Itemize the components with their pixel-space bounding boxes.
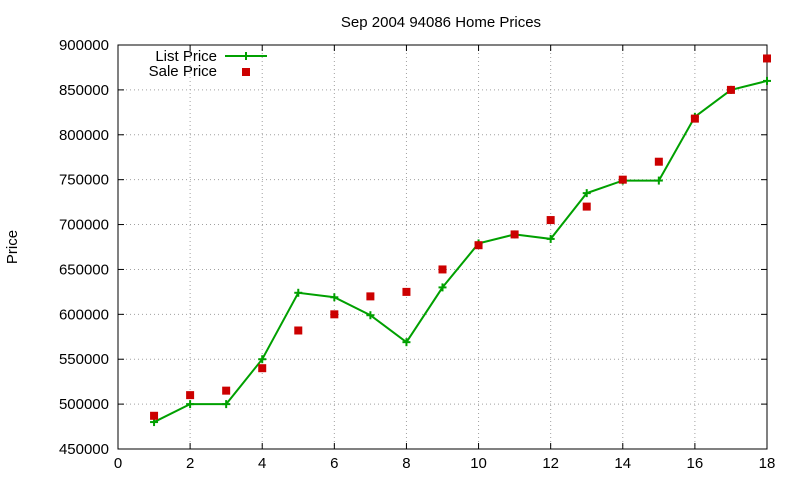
- x-tick-label: 4: [258, 455, 266, 472]
- plot-frame: [117, 44, 768, 450]
- x-tick-label: 8: [402, 455, 410, 472]
- sale-price-point: [582, 202, 591, 211]
- y-tick-label: 900000: [59, 37, 109, 54]
- ticks-layer: 0 2 4 6 8 10 12 14 16 18 450000 500000 550000 600000 6…: [59, 37, 775, 472]
- legend-label-list-price: List Price: [155, 48, 217, 65]
- list-price-point: [330, 293, 339, 302]
- chart-title: Sep 2004 94086 Home Prices: [341, 14, 541, 31]
- x-tick-label: 14: [614, 455, 631, 472]
- series-list-price: [150, 76, 771, 427]
- y-tick-label: 500000: [59, 396, 109, 413]
- sale-price-point: [510, 230, 519, 239]
- list-price-point: [186, 400, 195, 409]
- list-price-point: [654, 176, 663, 185]
- x-tick-label: 18: [759, 455, 776, 472]
- y-tick-label: 850000: [59, 82, 109, 99]
- x-tick-label: 6: [330, 455, 338, 472]
- list-price-line: [153, 79, 768, 423]
- sale-price-point: [222, 386, 231, 395]
- y-tick-label: 650000: [59, 261, 109, 278]
- list-price-point: [258, 355, 267, 364]
- sale-price-point: [150, 411, 159, 420]
- legend-swatch-sale-price: [242, 68, 250, 76]
- sale-price-point: [763, 54, 771, 63]
- sale-price-point: [366, 292, 375, 301]
- y-axis-label: Price: [4, 230, 21, 264]
- x-tick-label: 10: [470, 455, 487, 472]
- series-sale-price: [150, 54, 771, 420]
- sale-price-point: [690, 114, 699, 123]
- series-layer: [150, 54, 771, 427]
- x-tick-label: 2: [186, 455, 194, 472]
- y-tick-label: 800000: [59, 127, 109, 144]
- legend-label-sale-price: Sale Price: [149, 63, 217, 80]
- sale-price-point: [258, 364, 267, 373]
- x-tick-label: 16: [687, 455, 704, 472]
- y-tick-label: 750000: [59, 172, 109, 189]
- y-tick-label: 450000: [59, 441, 109, 458]
- sale-price-point: [294, 326, 303, 335]
- sale-price-point: [618, 175, 627, 184]
- grid-layer: [118, 45, 767, 449]
- sale-price-point: [474, 241, 483, 250]
- sale-price-point: [330, 310, 339, 319]
- list-price-point: [582, 189, 591, 198]
- sale-price-point: [186, 391, 195, 400]
- sale-price-point: [726, 85, 735, 94]
- list-price-point: [402, 338, 411, 347]
- sale-price-point: [546, 216, 555, 225]
- x-tick-label: 12: [542, 455, 559, 472]
- list-price-point: [222, 400, 231, 409]
- list-price-point: [438, 283, 447, 292]
- y-tick-label: 700000: [59, 217, 109, 234]
- y-tick-label: 600000: [59, 306, 109, 323]
- sale-price-point: [654, 157, 663, 166]
- sale-price-point: [438, 265, 447, 274]
- x-tick-label: 0: [114, 455, 122, 472]
- sale-price-point: [402, 287, 411, 296]
- list-price-point: [366, 311, 375, 320]
- list-price-point: [546, 234, 555, 243]
- list-price-point: [294, 288, 303, 297]
- list-price-point: [763, 76, 771, 85]
- y-tick-label: 550000: [59, 351, 109, 368]
